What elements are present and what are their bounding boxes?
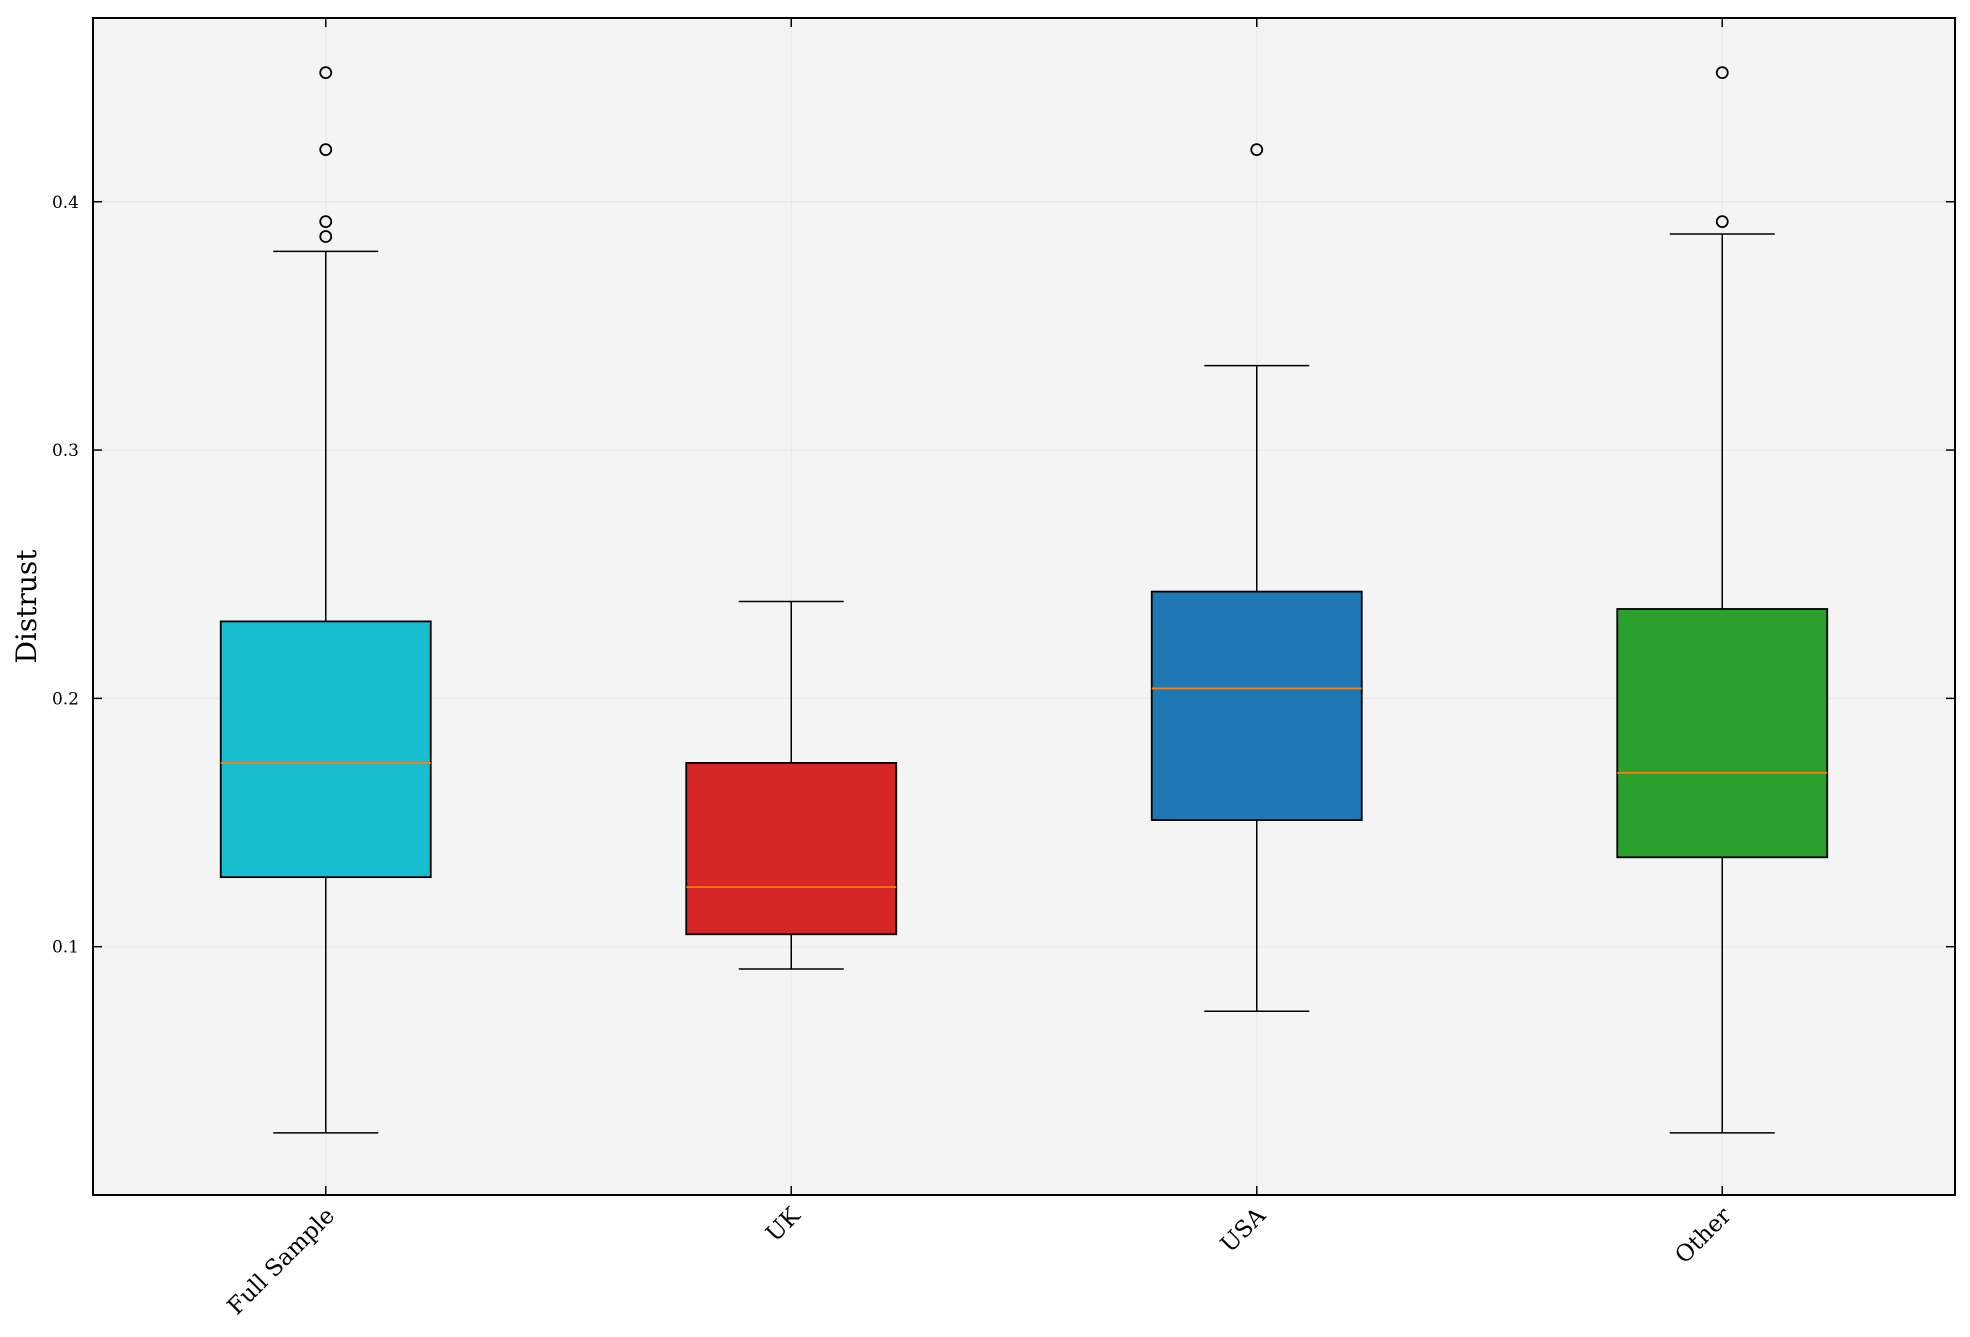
iqr-box: [1150, 590, 1363, 821]
outlier-point: [319, 66, 333, 80]
box-series: [219, 66, 1829, 1134]
box-usa: [1150, 143, 1363, 1012]
y-tick-label: 0.2: [52, 689, 79, 709]
y-tick-label: 0.3: [52, 441, 79, 461]
outlier-point: [319, 215, 333, 229]
outlier-point: [1715, 215, 1729, 229]
outlier-point: [319, 230, 333, 243]
outlier-point: [319, 143, 333, 157]
outlier-point: [1250, 143, 1264, 157]
x-category-label: Full Sample: [223, 1203, 340, 1320]
box-uk: [685, 600, 898, 970]
box-other: [1616, 66, 1829, 1134]
plot-frame: [92, 17, 1956, 1196]
iqr-box: [1616, 608, 1829, 859]
iqr-box: [685, 762, 898, 936]
y-axis: 0.1 0.2 0.3 0.4: [52, 193, 1955, 958]
y-tick-label: 0.4: [52, 193, 79, 213]
y-axis-label: Distrust: [10, 549, 43, 664]
iqr-box: [219, 620, 432, 879]
plot-area-background: [93, 18, 1955, 1195]
y-tick-label: 0.1: [52, 938, 79, 958]
box-full-sample: [219, 66, 432, 1134]
x-category-label: Other: [1670, 1203, 1736, 1269]
x-category-label: USA: [1216, 1203, 1271, 1258]
x-category-label: UK: [761, 1202, 806, 1247]
outlier-point: [1715, 66, 1729, 80]
